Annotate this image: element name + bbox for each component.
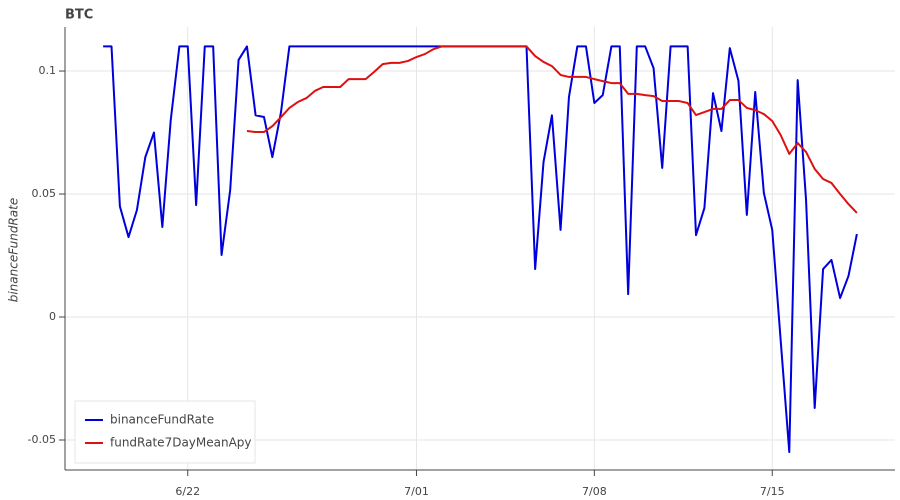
y-tick-label: 0.1 — [39, 64, 57, 77]
x-tick-label: 7/01 — [404, 485, 429, 498]
series-line — [103, 45, 858, 454]
x-tick-label: 7/15 — [760, 485, 785, 498]
y-tick-label: 0.05 — [32, 187, 57, 200]
y-tick-label: -0.05 — [28, 433, 56, 446]
x-tick-label: 7/08 — [582, 485, 607, 498]
y-axis-label: binanceFundRate — [7, 198, 21, 303]
legend-box — [74, 400, 256, 464]
x-tick-label: 6/22 — [175, 485, 200, 498]
series-line — [246, 45, 858, 214]
chart-title: BTC — [65, 8, 93, 23]
legend-label: binanceFundRate — [110, 413, 214, 427]
y-tick-label: 0 — [49, 310, 56, 323]
legend-label: fundRate7DayMeanApy — [110, 436, 252, 450]
